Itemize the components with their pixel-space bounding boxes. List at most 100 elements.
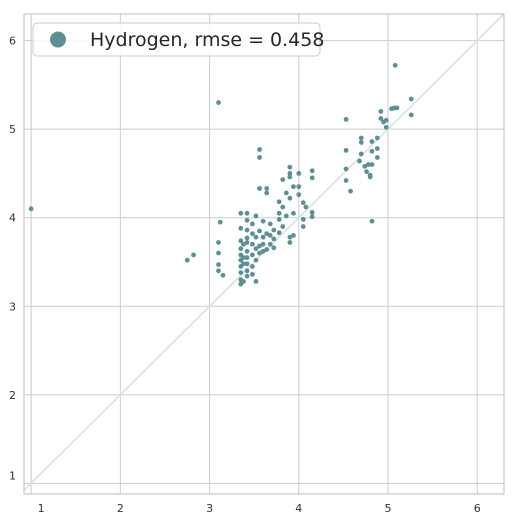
data-point — [394, 105, 400, 111]
data-point — [216, 268, 221, 274]
data-point — [260, 248, 266, 254]
data-point — [220, 272, 226, 278]
data-point — [244, 273, 250, 279]
data-point — [253, 213, 259, 219]
data-point — [271, 245, 277, 251]
data-point — [260, 234, 266, 240]
data-point — [257, 243, 262, 249]
y-tick-label: 2 — [9, 389, 16, 402]
data-point — [271, 236, 277, 242]
data-point — [238, 270, 244, 275]
data-point — [358, 151, 364, 157]
data-point — [296, 171, 302, 176]
data-point — [280, 177, 286, 183]
data-point — [365, 162, 371, 167]
data-point — [241, 261, 246, 267]
data-point — [276, 199, 282, 205]
data-point — [250, 221, 255, 227]
data-point — [244, 240, 250, 245]
data-point — [383, 117, 389, 123]
data-point — [276, 230, 282, 236]
data-point — [250, 271, 255, 277]
data-point — [374, 146, 380, 152]
legend-box — [32, 22, 321, 57]
y-tick-label: 6 — [9, 35, 16, 48]
y-tick-label: 1 — [9, 469, 16, 482]
data-point — [383, 124, 389, 130]
data-point — [244, 217, 250, 223]
y-tick-label: 4 — [9, 212, 16, 225]
data-point — [238, 210, 244, 216]
data-point — [257, 250, 262, 256]
data-point — [276, 210, 282, 216]
data-point — [244, 227, 250, 233]
data-point — [378, 116, 384, 121]
data-point — [250, 263, 255, 269]
data-point — [241, 255, 246, 260]
data-point — [244, 261, 250, 267]
data-point — [264, 186, 270, 191]
data-point — [291, 210, 296, 216]
tick-labels: 1 2 3 4 5 6 1 2 3 4 5 6 — [9, 35, 481, 515]
y-tick-label: 3 — [9, 300, 16, 313]
data-point — [369, 139, 375, 144]
data-point — [283, 213, 289, 219]
data-point — [238, 246, 244, 252]
data-point — [367, 174, 373, 180]
legend: Hydrogen, rmse = 0.458 — [32, 22, 324, 57]
data-point — [241, 241, 246, 247]
x-tick-label: 6 — [474, 502, 481, 515]
data-point — [244, 248, 250, 254]
data-point — [257, 155, 262, 160]
legend-label: Hydrogen, rmse = 0.458 — [90, 29, 324, 51]
data-point — [250, 231, 255, 237]
data-point — [309, 168, 315, 174]
data-point — [296, 184, 302, 190]
data-point — [374, 155, 380, 160]
data-point — [369, 162, 375, 167]
data-point — [369, 218, 375, 224]
legend-marker-icon — [50, 31, 66, 48]
data-point — [283, 190, 289, 196]
data-point — [257, 186, 262, 191]
data-point — [260, 241, 266, 247]
data-point — [267, 241, 273, 247]
x-tick-label: 3 — [206, 502, 213, 515]
data-point — [244, 210, 250, 216]
data-point — [343, 147, 349, 153]
data-point — [241, 279, 246, 284]
data-point — [300, 200, 306, 206]
data-point — [280, 224, 286, 229]
data-point — [257, 228, 262, 234]
data-point — [257, 147, 262, 152]
data-point — [287, 234, 293, 240]
data-point — [343, 116, 349, 122]
data-point — [309, 175, 315, 181]
data-point — [287, 164, 293, 170]
data-point — [291, 233, 296, 238]
data-point — [369, 148, 375, 154]
data-point — [392, 62, 398, 68]
data-point — [343, 178, 349, 183]
plot-frame — [23, 13, 505, 495]
data-point — [362, 163, 368, 169]
data-point — [216, 262, 221, 268]
data-point — [309, 214, 315, 220]
data-point — [238, 238, 244, 244]
data-point — [357, 158, 362, 164]
data-point — [303, 204, 309, 210]
data-point — [287, 195, 293, 201]
data-point — [300, 224, 306, 229]
data-point — [216, 250, 221, 256]
data-points — [28, 62, 414, 287]
data-point — [343, 166, 349, 172]
data-point — [253, 279, 259, 284]
data-point — [191, 252, 196, 258]
data-point — [378, 109, 384, 114]
data-point — [408, 112, 414, 118]
plot-border — [23, 13, 505, 495]
x-tick-label: 4 — [295, 502, 302, 515]
data-point — [267, 233, 273, 238]
data-point — [291, 184, 296, 190]
